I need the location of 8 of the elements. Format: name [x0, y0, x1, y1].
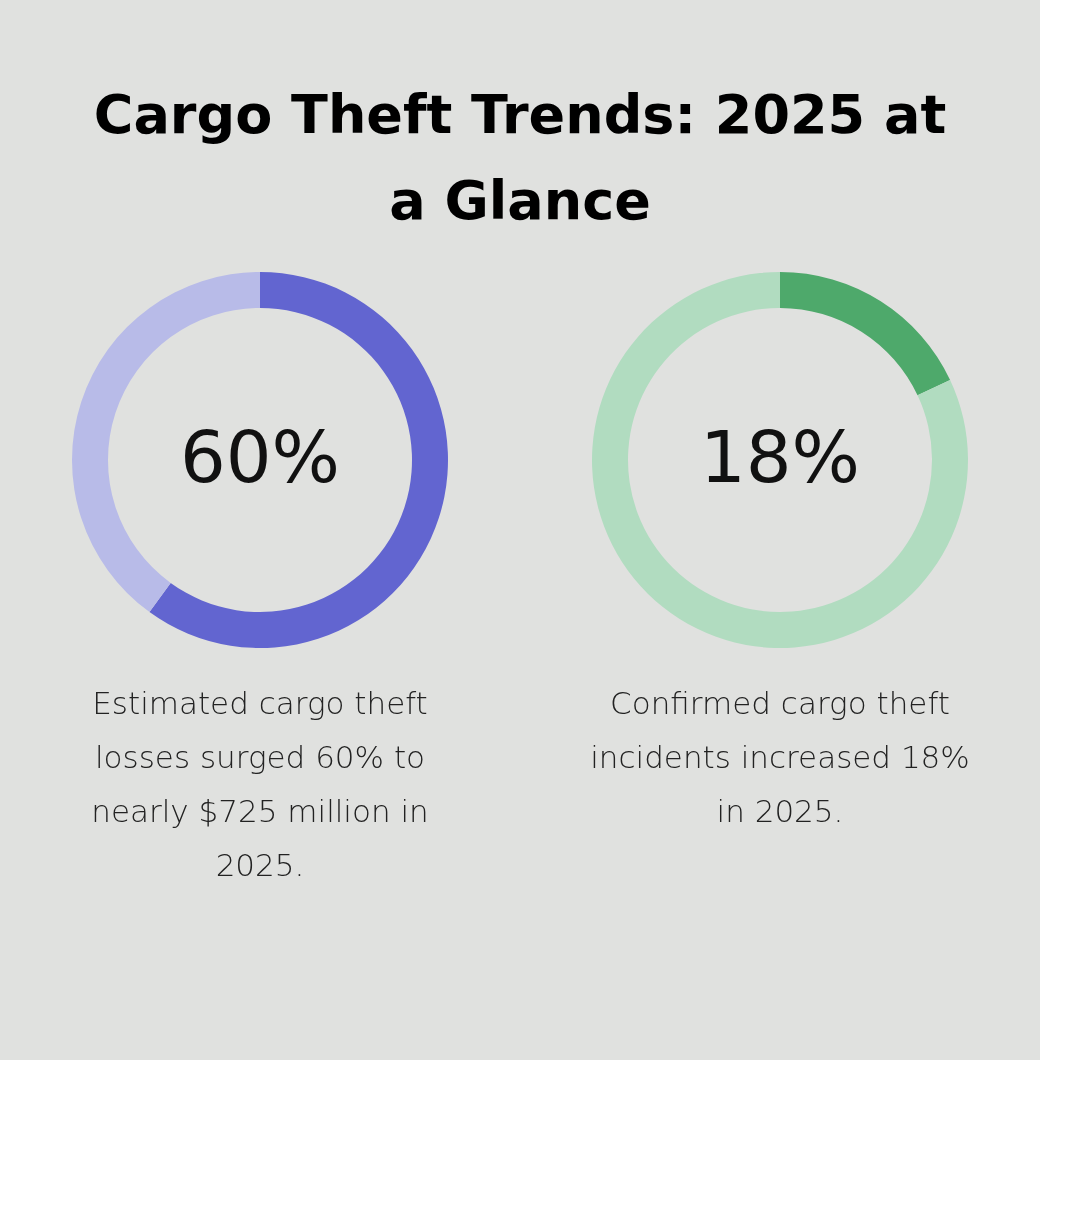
chart-title: Cargo Theft Trends: 2025 at a Glance [93, 83, 947, 232]
donut-slice [592, 272, 968, 648]
text: Estimated cargo theft losses surged 60% to nearly $725 million in 2025. [91, 685, 429, 883]
data-label: 60% [179, 415, 341, 499]
data-label: 18% [699, 415, 861, 499]
donut-slice [780, 272, 951, 396]
donut-slice [149, 272, 448, 648]
text: Confirmed cargo theft incidents increased 18% in 2025. [590, 685, 970, 829]
